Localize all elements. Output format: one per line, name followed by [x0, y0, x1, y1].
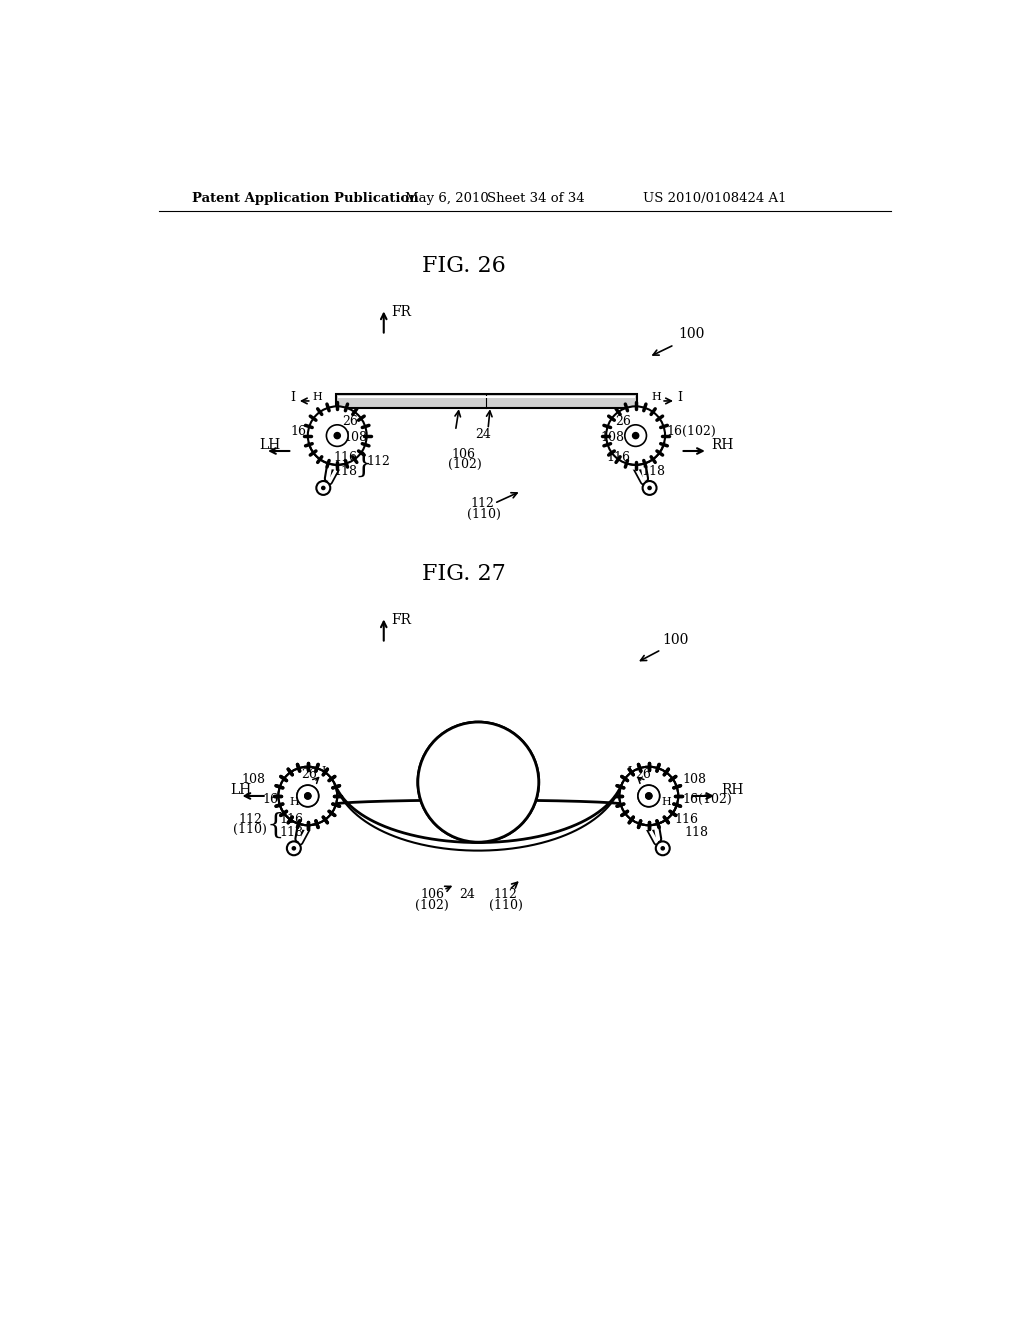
Text: Sheet 34 of 34: Sheet 34 of 34 [486, 191, 585, 205]
Text: (102): (102) [447, 458, 481, 471]
Text: 116: 116 [334, 450, 357, 463]
Text: RH: RH [712, 438, 734, 451]
Circle shape [321, 486, 326, 490]
Text: H: H [651, 392, 660, 403]
Circle shape [638, 785, 659, 807]
Text: 112: 112 [238, 813, 262, 825]
Circle shape [606, 407, 665, 465]
Text: (110): (110) [233, 824, 267, 837]
Text: FR: FR [391, 305, 412, 319]
Text: LH: LH [230, 783, 252, 797]
Text: 118: 118 [334, 465, 357, 478]
Circle shape [292, 846, 296, 850]
Text: I: I [627, 766, 632, 776]
Text: FIG. 26: FIG. 26 [423, 255, 506, 277]
Text: 118: 118 [642, 465, 666, 478]
Text: 116: 116 [606, 450, 630, 463]
Circle shape [287, 841, 301, 855]
Circle shape [308, 407, 367, 465]
Text: 116: 116 [675, 813, 698, 825]
Text: 24: 24 [459, 888, 475, 902]
Text: H: H [312, 392, 323, 403]
Text: 112: 112 [471, 496, 495, 510]
Bar [336, 395, 637, 408]
Text: 100: 100 [678, 327, 705, 341]
Circle shape [638, 785, 659, 807]
Circle shape [297, 785, 318, 807]
Circle shape [646, 793, 652, 799]
Text: H: H [662, 797, 671, 807]
Circle shape [279, 767, 337, 825]
Text: 16(102): 16(102) [667, 425, 717, 438]
Text: 118: 118 [684, 826, 709, 840]
Circle shape [334, 433, 340, 438]
Text: May 6, 2010: May 6, 2010 [406, 191, 489, 205]
Text: Patent Application Publication: Patent Application Publication [191, 191, 418, 205]
Text: LH: LH [260, 438, 281, 451]
Text: (102): (102) [415, 899, 449, 912]
Text: 108: 108 [601, 432, 625, 445]
Circle shape [647, 486, 652, 490]
Text: US 2010/0108424 A1: US 2010/0108424 A1 [643, 191, 786, 205]
Text: 106: 106 [452, 447, 475, 461]
Text: 106: 106 [420, 888, 444, 902]
Text: I: I [678, 391, 682, 404]
Text: 24: 24 [475, 428, 490, 441]
Text: 100: 100 [663, 632, 689, 647]
Circle shape [418, 722, 539, 842]
Circle shape [646, 793, 652, 799]
Circle shape [620, 767, 678, 825]
Circle shape [655, 841, 670, 855]
Bar [338, 396, 635, 397]
Text: {: { [266, 812, 285, 838]
Circle shape [297, 785, 318, 807]
Text: RH: RH [721, 783, 743, 797]
Text: 16: 16 [263, 793, 279, 807]
Text: 108: 108 [343, 432, 368, 445]
Text: (110): (110) [467, 508, 501, 520]
Text: }: } [354, 450, 372, 478]
Text: 112: 112 [494, 888, 518, 902]
Circle shape [279, 767, 337, 825]
Circle shape [620, 767, 678, 825]
Text: FR: FR [391, 614, 412, 627]
Text: 26: 26 [342, 416, 357, 428]
Text: 16(102): 16(102) [682, 793, 732, 807]
Text: H: H [289, 797, 299, 807]
Text: 112: 112 [367, 455, 390, 469]
Text: I: I [291, 391, 296, 404]
Text: 26: 26 [302, 768, 317, 781]
Circle shape [643, 480, 656, 495]
Circle shape [327, 425, 348, 446]
Text: (110): (110) [489, 899, 523, 912]
Text: 26: 26 [615, 416, 632, 428]
Text: 16: 16 [291, 425, 307, 438]
Circle shape [625, 425, 646, 446]
Circle shape [633, 433, 639, 438]
Text: I: I [322, 766, 327, 776]
Circle shape [660, 846, 665, 850]
Text: 108: 108 [241, 772, 265, 785]
Circle shape [305, 793, 311, 799]
Text: 26: 26 [635, 768, 650, 781]
Text: 118: 118 [280, 826, 304, 840]
Text: 116: 116 [280, 813, 304, 825]
Circle shape [305, 793, 311, 799]
Text: FIG. 27: FIG. 27 [423, 564, 506, 585]
Circle shape [316, 480, 331, 495]
Circle shape [418, 722, 539, 842]
Text: 108: 108 [682, 772, 707, 785]
